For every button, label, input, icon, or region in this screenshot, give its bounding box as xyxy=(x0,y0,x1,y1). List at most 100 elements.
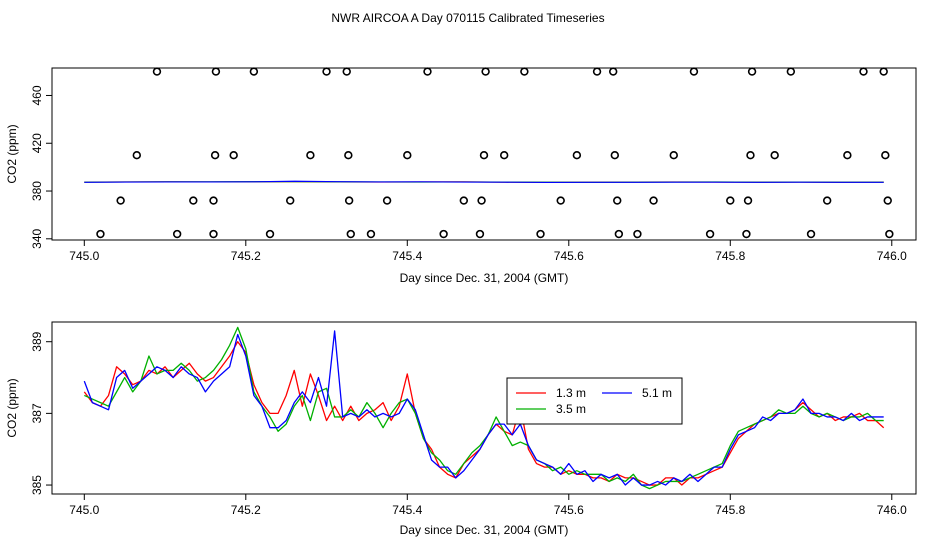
legend-label-1-3m: 1.3 m xyxy=(556,386,586,400)
top-y-axis: 340 380 420 460 xyxy=(30,85,52,249)
data-point-22 xyxy=(403,150,412,160)
bot-x-tick-label-3: 745.6 xyxy=(554,503,584,517)
data-point-12 xyxy=(265,229,275,239)
line-panel: 745.0 745.2 745.4 745.6 745.8 746.0 385 387 389… xyxy=(5,321,917,537)
bottom-x-axis: 745.0 745.2 745.4 745.6 745.8 746.0 xyxy=(69,494,907,517)
data-point-28 xyxy=(479,150,489,160)
data-point-11 xyxy=(249,67,259,76)
series-line-5-1-m xyxy=(83,330,884,486)
data-point-23 xyxy=(423,67,432,76)
data-point-6 xyxy=(209,229,218,239)
top-y-axis-label: CO2 (ppm) xyxy=(5,124,19,183)
data-point-10 xyxy=(229,150,238,160)
top-series-group xyxy=(84,180,884,184)
data-point-42 xyxy=(669,150,678,160)
data-point-39 xyxy=(614,229,624,239)
top-y-tick-label-2: 420 xyxy=(30,133,44,153)
data-point-35 xyxy=(592,67,602,76)
bottom-x-axis-label: Day since Dec. 31, 2004 (GMT) xyxy=(400,523,569,537)
data-point-52 xyxy=(806,229,816,239)
data-point-3 xyxy=(152,67,162,76)
legend: 1.3 m 3.5 m 5.1 m xyxy=(506,377,683,425)
top-x-axis: 745.0 745.2 745.4 745.6 745.8 746.0 xyxy=(69,240,907,263)
bot-y-tick-label-1: 387 xyxy=(30,403,44,423)
data-point-24 xyxy=(439,229,448,239)
data-point-44 xyxy=(705,229,715,239)
data-point-31 xyxy=(520,67,529,76)
data-point-20 xyxy=(366,229,376,239)
data-point-56 xyxy=(879,67,888,76)
data-point-0 xyxy=(96,229,105,239)
data-point-27 xyxy=(477,196,486,205)
legend-label-3-5m: 3.5 m xyxy=(556,402,586,416)
top-x-tick-label-5: 746.0 xyxy=(877,249,907,263)
data-point-9 xyxy=(211,67,221,76)
series-line-3-5-m xyxy=(84,326,884,490)
data-point-19 xyxy=(346,229,355,239)
top-x-axis-label: Day since Dec. 31, 2004 (GMT) xyxy=(400,271,569,285)
data-point-43 xyxy=(689,67,699,76)
data-point-45 xyxy=(726,196,735,205)
data-point-7 xyxy=(209,196,218,205)
bot-x-tick-label-0: 745.0 xyxy=(69,503,99,517)
data-point-21 xyxy=(382,196,392,205)
data-point-13 xyxy=(286,196,295,205)
top-x-tick-label-0: 745.0 xyxy=(69,249,99,263)
data-point-26 xyxy=(475,229,485,239)
data-point-51 xyxy=(786,67,796,76)
data-point-34 xyxy=(572,150,582,160)
data-point-25 xyxy=(459,196,469,205)
bottom-series-group xyxy=(83,326,885,490)
data-point-33 xyxy=(556,196,565,205)
bot-x-tick-label-1: 745.2 xyxy=(231,503,261,517)
data-point-5 xyxy=(189,196,198,205)
bottom-y-axis: 385 387 389 xyxy=(30,331,52,495)
data-point-15 xyxy=(322,67,331,76)
data-point-57 xyxy=(881,150,890,160)
data-point-17 xyxy=(344,150,353,160)
data-point-14 xyxy=(306,150,315,160)
scatter-panel: 745.0 745.2 745.4 745.6 745.8 746.0 340 380 420… xyxy=(5,67,917,285)
top-x-tick-label-2: 745.4 xyxy=(392,249,422,263)
bot-x-tick-label-2: 745.4 xyxy=(392,503,422,517)
data-point-8 xyxy=(210,150,220,160)
data-point-18 xyxy=(344,196,354,205)
bot-y-tick-label-2: 389 xyxy=(30,331,44,351)
top-plot-frame xyxy=(51,67,917,241)
data-point-46 xyxy=(742,229,751,239)
bot-x-tick-label-4: 745.8 xyxy=(715,503,745,517)
top-series-line-2 xyxy=(84,180,884,184)
data-point-38 xyxy=(613,196,622,205)
data-point-41 xyxy=(649,196,658,205)
data-point-1 xyxy=(116,196,125,205)
data-point-36 xyxy=(608,67,618,76)
data-point-48 xyxy=(746,150,755,160)
top-x-tick-label-1: 745.2 xyxy=(231,249,261,263)
data-point-30 xyxy=(499,150,509,160)
top-x-tick-label-3: 745.6 xyxy=(554,249,584,263)
legend-box xyxy=(506,377,683,425)
data-point-49 xyxy=(747,67,757,76)
data-point-29 xyxy=(481,67,490,76)
data-point-32 xyxy=(536,229,545,239)
data-point-4 xyxy=(172,229,182,239)
data-point-2 xyxy=(132,150,141,160)
data-point-58 xyxy=(883,196,892,205)
top-y-tick-label-3: 460 xyxy=(30,85,44,105)
top-y-tick-label-0: 340 xyxy=(30,228,44,248)
top-points-group xyxy=(96,67,894,239)
data-point-53 xyxy=(822,196,832,205)
data-point-37 xyxy=(610,150,620,160)
bot-x-tick-label-5: 746.0 xyxy=(877,503,907,517)
data-point-40 xyxy=(633,229,642,239)
legend-label-5-1m: 5.1 m xyxy=(642,386,672,400)
chart-title: NWR AIRCOA A Day 070115 Calibrated Times… xyxy=(331,11,604,25)
bottom-plot-frame xyxy=(51,321,917,495)
top-y-tick-label-1: 380 xyxy=(30,181,44,201)
bottom-y-axis-label: CO2 (ppm) xyxy=(5,378,19,437)
bot-y-tick-label-0: 385 xyxy=(30,475,44,495)
data-point-55 xyxy=(859,67,868,76)
data-point-54 xyxy=(843,150,852,160)
data-point-50 xyxy=(770,150,779,160)
